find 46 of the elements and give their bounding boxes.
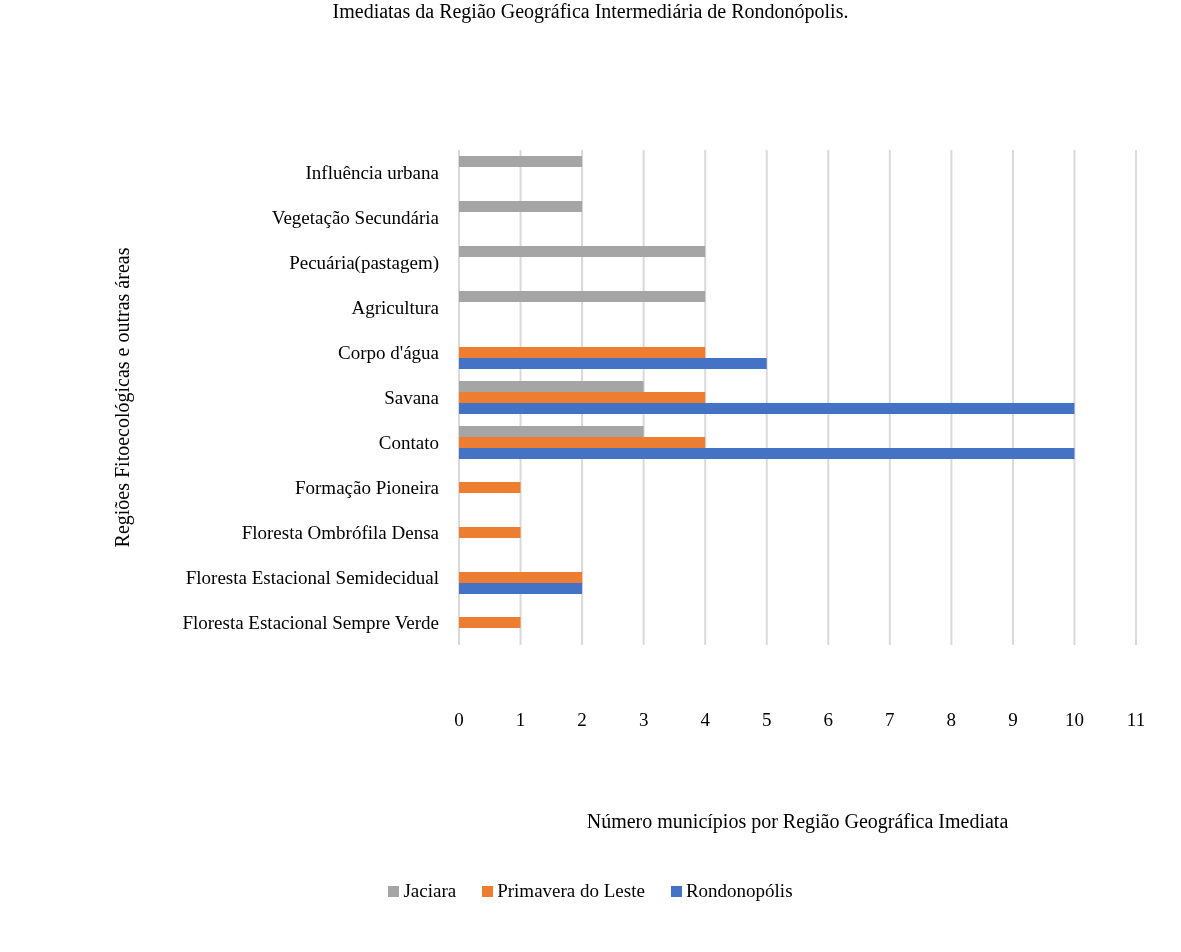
x-tick-label: 2 — [577, 709, 587, 731]
legend-label: Jaciara — [402, 880, 457, 902]
x-tick-label: 5 — [761, 709, 772, 731]
bar — [459, 437, 706, 448]
bar — [459, 572, 583, 583]
bar — [459, 583, 583, 594]
y-tick-label: Pecuária(pastagem) — [289, 252, 439, 275]
legend-label: Rondonopólis — [684, 880, 793, 902]
bar — [459, 617, 521, 628]
bar — [459, 358, 767, 369]
y-tick-label: Influência urbana — [305, 162, 440, 184]
y-tick-label: Floresta Estacional Sempre Verde — [182, 612, 439, 634]
y-tick-label: Formação Pioneira — [294, 477, 440, 499]
bar — [459, 381, 644, 392]
x-tick-label: 0 — [454, 709, 464, 731]
x-tick-label: 11 — [1126, 709, 1146, 731]
x-axis-title: Número municípios por Região Geográfica Imediata — [586, 810, 1009, 833]
bar — [459, 403, 1075, 414]
bar — [459, 426, 644, 437]
bar — [459, 347, 706, 358]
chart-title: Imediatas da Região Geográfica Intermediária de Rondonópolis. — [331, 0, 850, 23]
x-tick-label: 8 — [946, 709, 957, 731]
x-tick-label: 9 — [1008, 709, 1018, 731]
legend-label: Primavera do Leste — [496, 880, 645, 902]
bar — [459, 448, 1075, 459]
y-tick-label: Savana — [384, 387, 440, 409]
x-tick-label: 10 — [1064, 709, 1084, 731]
y-axis-title: Regiões Fitoecológicas e outras áreas — [111, 247, 135, 548]
y-tick-label: Floresta Estacional Semidecidual — [185, 567, 439, 589]
y-tick-label: Vegetação Secundária — [271, 207, 440, 229]
bar — [459, 156, 583, 167]
bar — [459, 291, 706, 302]
x-tick-label: 1 — [515, 709, 526, 731]
bar — [459, 392, 706, 403]
bar — [459, 246, 706, 257]
bar — [459, 482, 521, 493]
y-tick-label: Corpo d'água — [337, 342, 440, 364]
y-tick-label: Contato — [378, 432, 439, 454]
x-tick-label: 6 — [823, 709, 834, 731]
x-tick-label: 3 — [638, 709, 649, 731]
bar — [459, 201, 583, 212]
x-tick-label: 4 — [700, 709, 711, 731]
x-tick-label: 7 — [885, 709, 895, 731]
y-tick-label: Floresta Ombrófila Densa — [241, 522, 440, 544]
y-tick-label: Agricultura — [351, 297, 440, 319]
bar — [459, 527, 521, 538]
